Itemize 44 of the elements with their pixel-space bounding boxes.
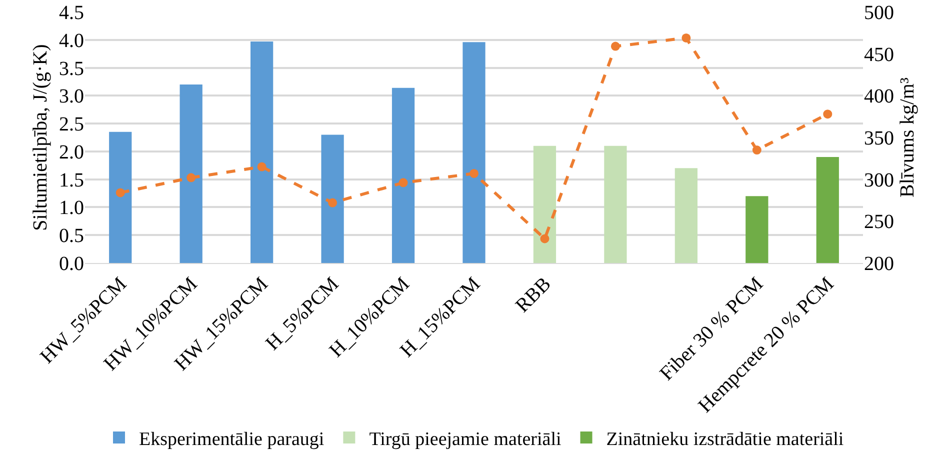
bar (180, 84, 202, 263)
bar (674, 168, 698, 263)
y-axis-title: Siltumietilpība, J/(g·K) (30, 44, 52, 231)
y2-tick-label: 200 (864, 253, 894, 275)
y-tick-label: 1.0 (59, 197, 84, 220)
bar (250, 42, 274, 263)
y-tick-label: 3.0 (59, 86, 84, 108)
bar (604, 146, 627, 263)
point (823, 110, 832, 119)
bar (321, 134, 344, 263)
y-tick-label: 4.5 (59, 2, 84, 24)
bar (392, 88, 415, 263)
y-tick-label: 0.0 (59, 253, 84, 275)
y2-tick-label: 350 (864, 128, 894, 150)
point (470, 168, 478, 178)
legend-label: Eksperimentālie paraugi (139, 428, 324, 450)
point (116, 188, 125, 198)
bar (462, 42, 486, 263)
point (682, 33, 691, 42)
y2-tick-label: 500 (864, 2, 894, 24)
y2-tick-label: 300 (864, 169, 894, 192)
point (186, 173, 196, 182)
bar (816, 157, 839, 263)
y2-axis-title: Blīvums kg/m³ (896, 78, 918, 198)
legend-label: Zinātnieku izstrādātie materiāli (606, 428, 844, 450)
bar (533, 146, 556, 263)
point (752, 146, 762, 155)
point (328, 198, 338, 208)
y2-tick-label: 400 (864, 86, 894, 108)
y-tick-label: 4.0 (59, 30, 84, 52)
y2-tick-label: 450 (864, 44, 894, 66)
point (257, 162, 266, 172)
y-tick-label: 2.5 (59, 114, 84, 136)
y-tick-label: 3.5 (59, 58, 84, 80)
point (610, 42, 620, 51)
bar (109, 132, 132, 263)
point (540, 234, 550, 244)
bar (746, 196, 768, 263)
y-tick-label: 1.5 (59, 169, 84, 192)
point (398, 178, 408, 188)
y-tick-label: 2.0 (59, 141, 84, 164)
y2-tick-label: 250 (864, 211, 894, 234)
y-tick-label: 0.5 (59, 225, 84, 248)
legend-label: Tirgū pieejamie materiāli (369, 428, 562, 450)
